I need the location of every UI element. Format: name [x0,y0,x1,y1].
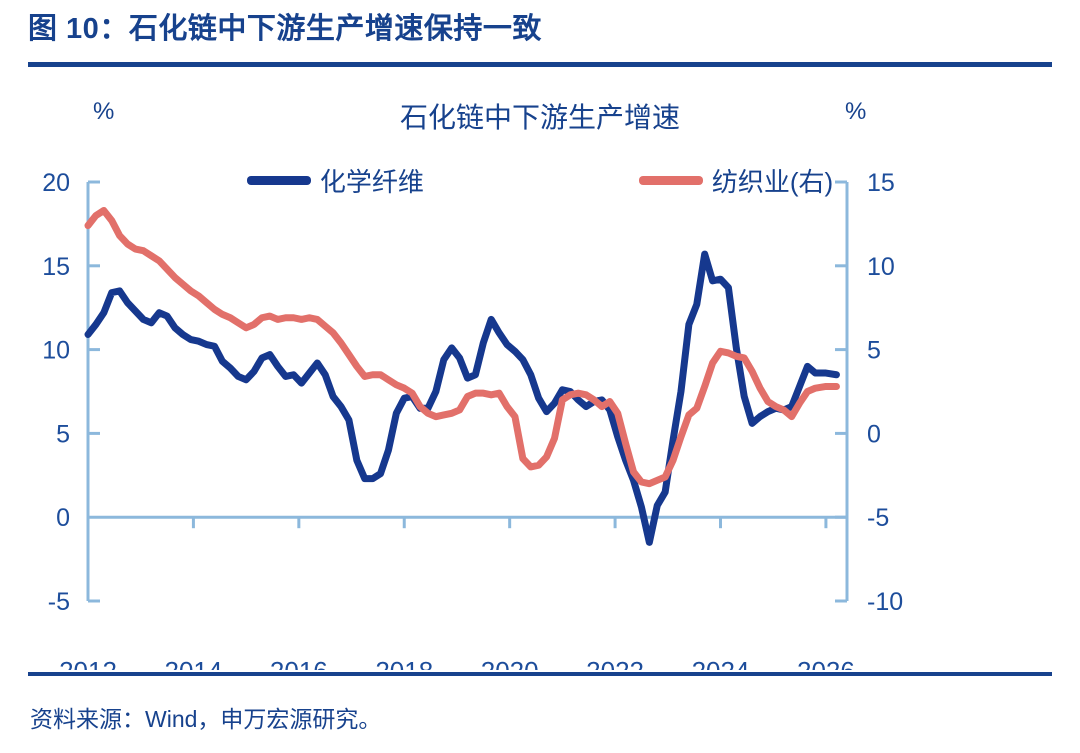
legend-item-series-1[interactable]: 纺织业(右) [638,162,834,199]
x-axis-tick-label-6: 2024 [692,656,750,670]
series-line-0 [84,250,840,546]
right-axis-tick-label-0: -10 [867,588,903,616]
right-axis-tick-label-3: 5 [867,337,881,365]
x-axis-tick-label-3: 2018 [375,656,433,670]
x-axis-tick-label-2: 2016 [270,656,328,670]
left-axis-tick-label-3: 10 [42,337,70,365]
x-axis-tick-label-5: 2022 [586,656,644,670]
x-axis-tick-label-7: 2026 [797,656,855,670]
left-axis-tick-label-1: 0 [56,504,70,532]
right-axis-tick-label-2: 0 [867,420,881,448]
x-axis-tick-label-0: 2012 [59,656,117,670]
legend-item-series-0[interactable]: 化学纤维 [246,162,424,199]
figure-title: 图 10：石化链中下游生产增速保持一致 [28,13,542,45]
chart-container: % % 石化链中下游生产增速 化学纤维 纺织业(右) -5 0 5 10 15 20 -10… [0,70,1080,670]
left-axis-tick-label-2: 5 [56,420,70,448]
left-axis-tick-label-0: -5 [48,588,70,616]
right-axis-tick-label-5: 15 [867,169,895,197]
left-axis-tick-label-4: 15 [42,253,70,281]
figure-source-note: 资料来源：Wind，申万宏源研究。 [30,706,382,732]
legend-swatch-icon-series-0 [246,176,311,185]
footer-divider-rule [28,672,1052,676]
legend-swatch-icon-series-1 [638,176,703,185]
legend-label-series-0: 化学纤维 [319,167,424,197]
right-axis-tick-label-4: 10 [867,253,895,281]
chart-plot-area: -5 0 5 10 15 20 -10 -5 0 5 10 15 2012 2014 2016 2018 202… [42,169,903,670]
x-axis-tick-label-1: 2014 [164,656,222,670]
left-axis-tick-label-5: 20 [42,169,70,197]
chart-title: 石化链中下游生产增速 [399,102,680,133]
x-axis-tick-label-4: 2020 [481,656,539,670]
right-axis-unit-label: % [845,98,867,125]
chart-legend: 化学纤维 纺织业(右) [0,162,1080,199]
figure-header: 图 10：石化链中下游生产增速保持一致 [28,12,1052,47]
legend-label-series-1: 纺织业(右) [711,167,834,197]
left-axis-unit-label: % [93,98,115,125]
series-line-1 [84,206,840,488]
right-axis-tick-label-1: -5 [867,504,889,532]
header-divider-rule [28,62,1052,67]
